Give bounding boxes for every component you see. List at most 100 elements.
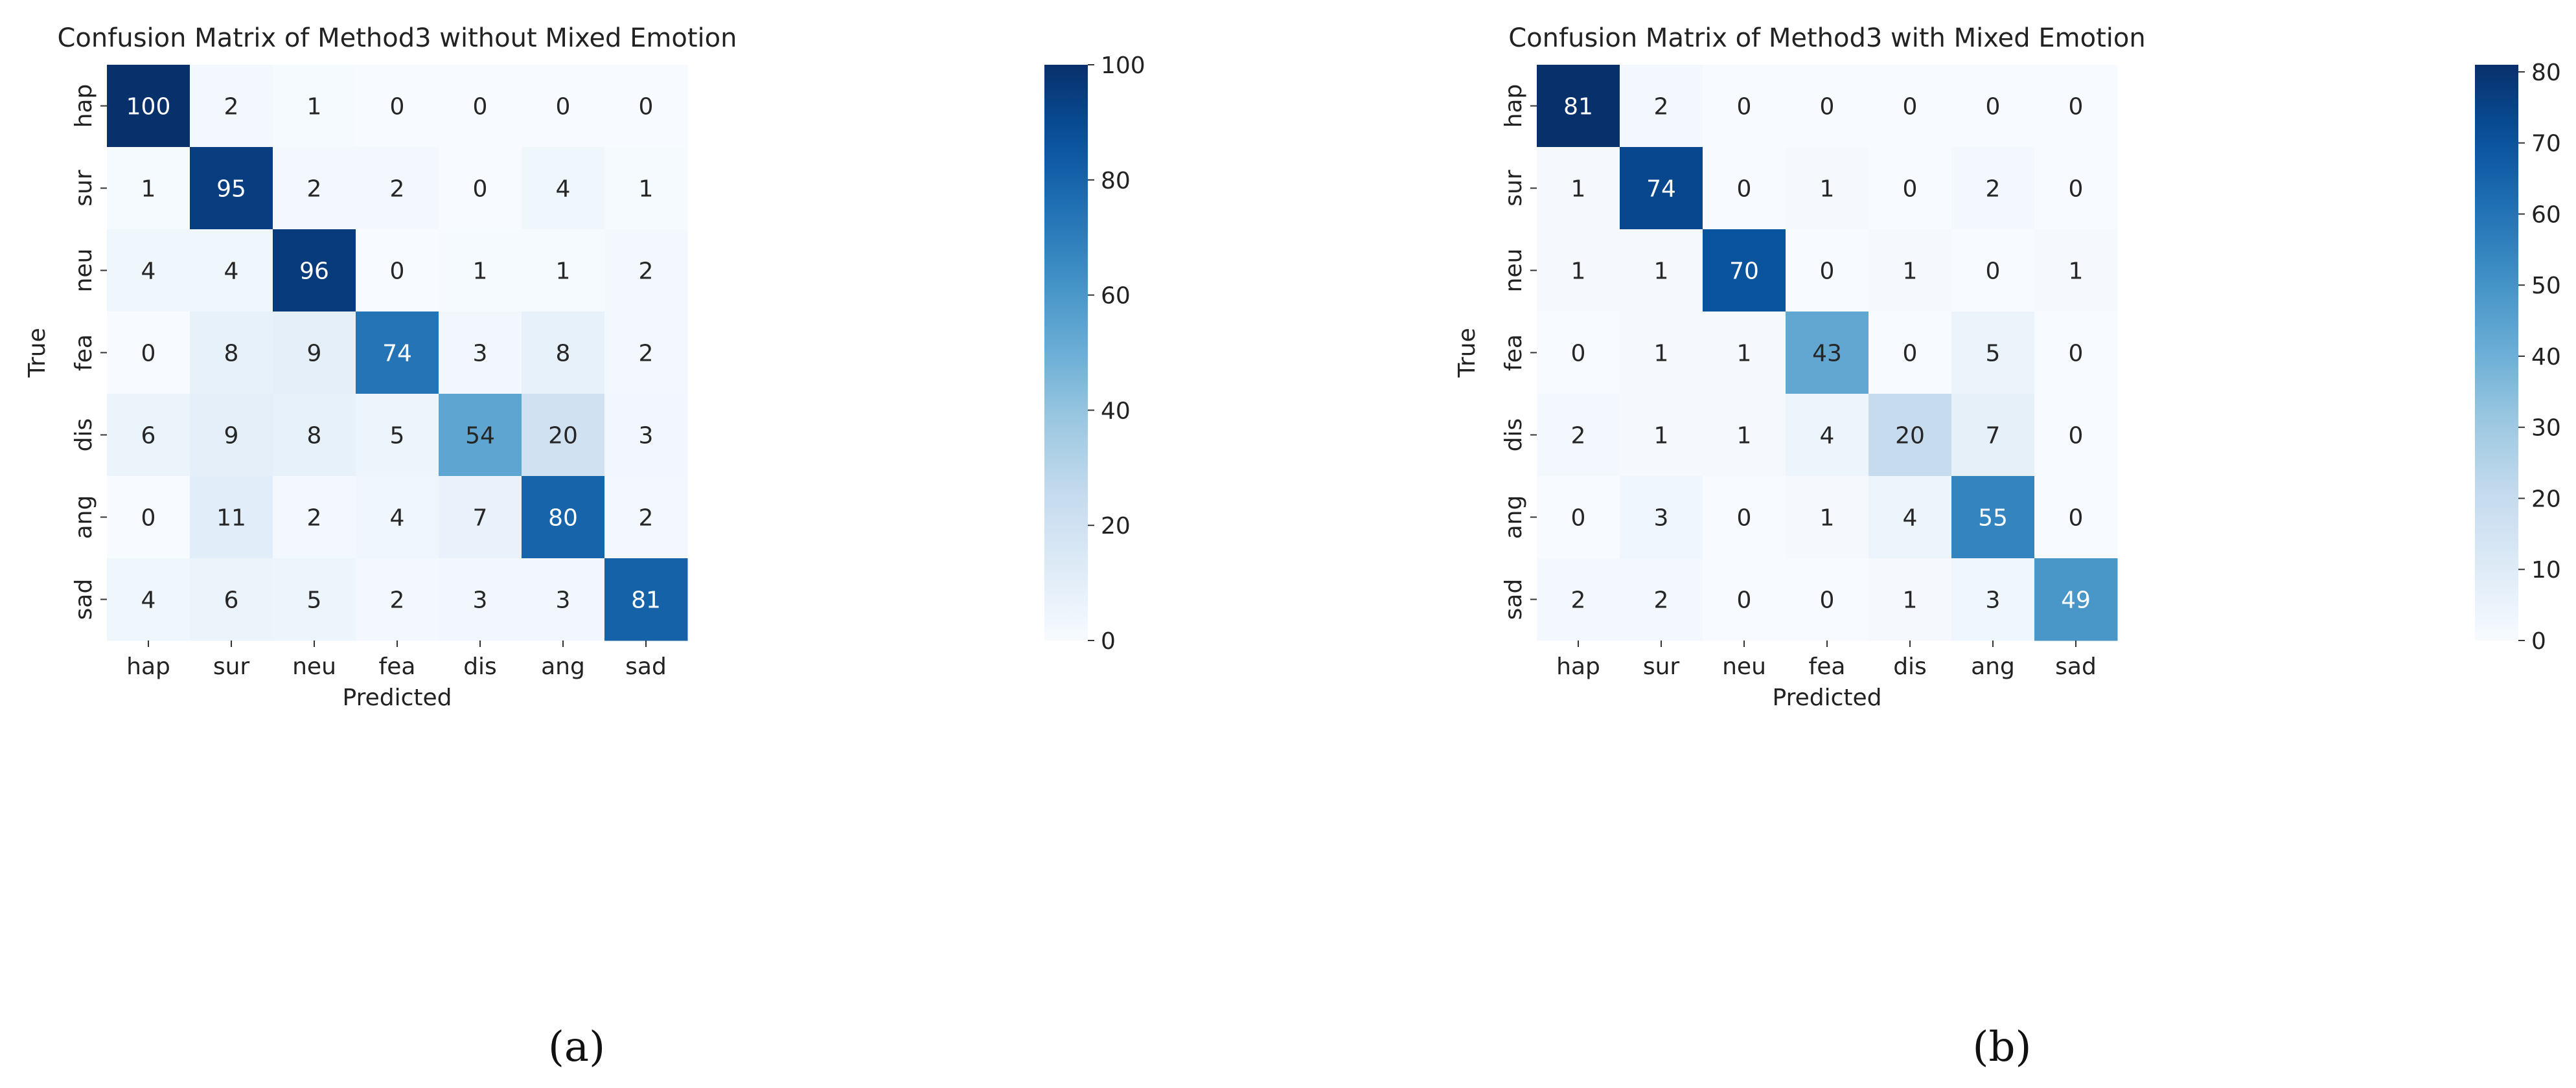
cell-value-label: 55	[1978, 505, 2008, 532]
heatmap-cell	[190, 312, 273, 394]
heatmap-cell	[190, 229, 273, 312]
cell-value-label: 2	[639, 258, 654, 285]
heatmap-cell	[604, 312, 688, 394]
cell-value-label: 0	[1986, 94, 2001, 120]
cell-value-label: 1	[307, 94, 322, 120]
cell-value-label: 1	[1737, 423, 1752, 449]
panel-a: Confusion Matrix of Method3 without Mixe…	[24, 23, 1145, 1071]
colorbar-tick-label: 10	[2531, 557, 2561, 584]
x-tick-label: ang	[541, 653, 585, 680]
cell-value-label: 0	[1820, 258, 1835, 285]
cell-value-label: 1	[2069, 258, 2084, 285]
cell-value-label: 0	[2069, 94, 2084, 120]
chart-title: Confusion Matrix of Method3 with Mixed E…	[1508, 23, 2145, 53]
cell-value-label: 95	[216, 176, 246, 203]
heatmap-cell	[522, 229, 605, 312]
cell-value-label: 81	[1563, 94, 1593, 120]
cell-value-label: 1	[1737, 341, 1752, 367]
heatmap-cell	[1537, 558, 1620, 641]
heatmap-cell	[1869, 476, 1952, 559]
heatmap-cell	[356, 65, 439, 148]
heatmap-cell	[1537, 476, 1620, 559]
y-tick-label: neu	[71, 249, 97, 293]
cell-value-label: 1	[1903, 587, 1918, 614]
heatmap-cell	[522, 147, 605, 230]
panel-caption: (a)	[548, 1023, 605, 1071]
y-axis-label: True	[1454, 328, 1480, 378]
y-tick-label: fea	[71, 334, 97, 371]
cell-value-label: 0	[1737, 94, 1752, 120]
heatmap-cell	[107, 476, 190, 559]
heatmap-cell	[1869, 394, 1952, 477]
cell-value-label: 2	[1571, 587, 1586, 614]
heatmap-cell	[1537, 65, 1620, 148]
cell-value-label: 9	[307, 341, 322, 367]
cell-value-label: 0	[2069, 423, 2084, 449]
heatmap-cell	[1620, 476, 1703, 559]
x-tick-label: dis	[463, 653, 497, 680]
cell-value-label: 2	[307, 176, 322, 203]
x-tick-label: hap	[126, 653, 170, 680]
heatmap-cell	[107, 229, 190, 312]
heatmap-cell	[1951, 394, 2035, 477]
cell-value-label: 3	[473, 587, 488, 614]
heatmap-cell	[1620, 229, 1703, 312]
cell-value-label: 4	[1820, 423, 1835, 449]
colorbar-tick-label: 20	[1101, 513, 1131, 539]
y-tick-label: sad	[1501, 579, 1527, 620]
heatmap-cell	[1869, 147, 1952, 230]
heatmap-cell	[2034, 65, 2118, 148]
cell-value-label: 70	[1729, 258, 1759, 285]
heatmap-cell	[604, 65, 688, 148]
y-tick-label: ang	[71, 495, 97, 539]
cell-value-label: 80	[548, 505, 578, 532]
heatmap-cell	[439, 147, 522, 230]
panel-caption: (b)	[1973, 1023, 2032, 1071]
heatmap-cell	[273, 394, 356, 477]
cell-value-label: 3	[1986, 587, 2001, 614]
y-tick-label: hap	[71, 84, 97, 128]
heatmap-cell	[1703, 147, 1786, 230]
cell-value-label: 0	[141, 505, 156, 532]
colorbar-tick-label: 50	[2531, 273, 2561, 299]
heatmap-cell	[107, 147, 190, 230]
cell-value-label: 1	[1903, 258, 1918, 285]
heatmap-cell	[1951, 147, 2035, 230]
cell-value-label: 9	[224, 423, 239, 449]
colorbar-tick-label: 70	[2531, 131, 2561, 157]
cell-value-label: 0	[1737, 505, 1752, 532]
cell-value-label: 2	[224, 94, 239, 120]
cell-value-label: 4	[1903, 505, 1918, 532]
cell-value-label: 3	[556, 587, 571, 614]
cell-value-label: 1	[473, 258, 488, 285]
cell-value-label: 74	[382, 341, 412, 367]
cell-value-label: 0	[1737, 176, 1752, 203]
cell-value-label: 0	[1820, 94, 1835, 120]
cell-value-label: 2	[307, 505, 322, 532]
colorbar-tick-label: 0	[2531, 628, 2546, 655]
cell-value-label: 1	[1654, 423, 1669, 449]
cell-value-label: 74	[1646, 176, 1676, 203]
y-tick-label: fea	[1501, 334, 1527, 371]
cell-value-label: 1	[1571, 258, 1586, 285]
heatmap-cell	[190, 65, 273, 148]
heatmap-cell	[2034, 312, 2118, 394]
heatmap-cell	[2034, 476, 2118, 559]
cell-value-label: 0	[1903, 94, 1918, 120]
cell-value-label: 2	[1986, 176, 2001, 203]
cell-value-label: 2	[390, 587, 405, 614]
cell-value-label: 5	[307, 587, 322, 614]
colorbar-tick-label: 60	[2531, 201, 2561, 228]
x-tick-label: fea	[1809, 653, 1846, 680]
heatmap-cell	[273, 476, 356, 559]
heatmap-cell	[1703, 476, 1786, 559]
heatmap-cell	[439, 312, 522, 394]
colorbar-tick-label: 0	[1101, 628, 1116, 655]
cell-value-label: 0	[390, 94, 405, 120]
cell-value-label: 43	[1812, 341, 1842, 367]
colorbar	[2475, 65, 2518, 640]
cell-value-label: 1	[141, 176, 156, 203]
heatmap-cell	[1703, 394, 1786, 477]
cell-value-label: 8	[307, 423, 322, 449]
heatmap-cell	[1703, 558, 1786, 641]
